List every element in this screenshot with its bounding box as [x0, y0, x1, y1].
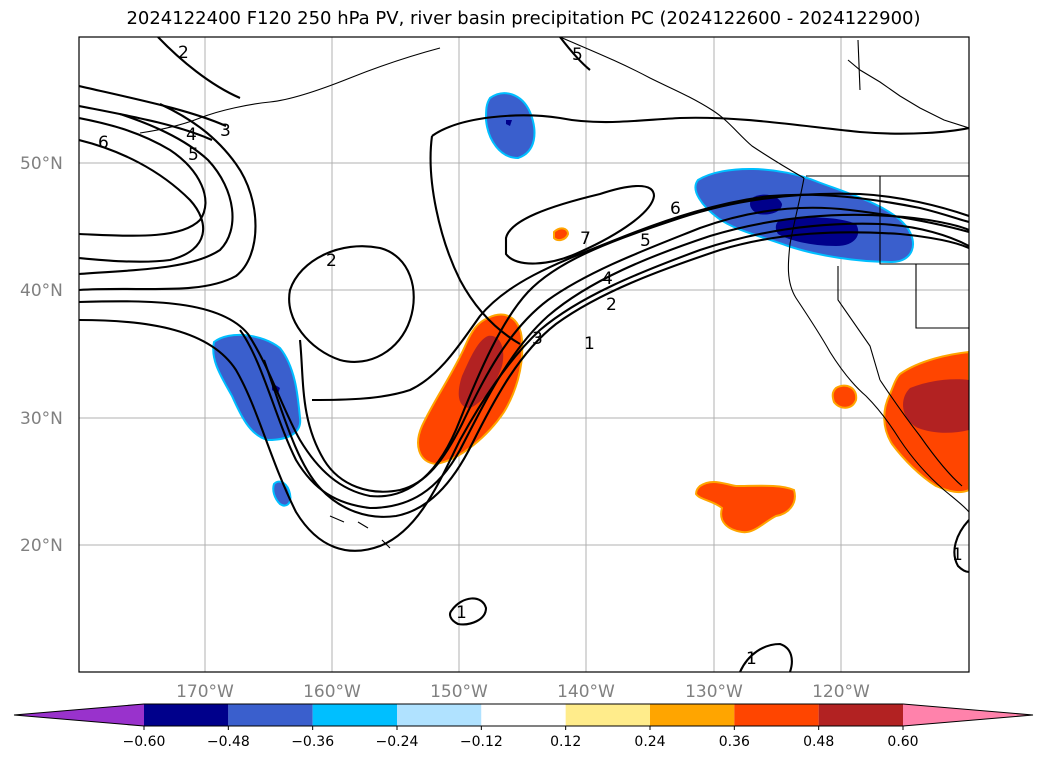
pv-label-7: 7 [580, 229, 591, 249]
pv-label-1-southeast: 1 [746, 649, 757, 669]
pv-contour-3-west-b [79, 103, 257, 292]
pv-label-2-low: 2 [326, 251, 337, 271]
lon-label-130w: 130°W [685, 682, 743, 702]
pv-contour-1-southeast [739, 642, 793, 672]
latitude-labels: 20°N 30°N 40°N 50°N [20, 154, 63, 556]
lon-label-120w: 120°W [812, 682, 870, 702]
pv-contour-5-north [431, 114, 969, 137]
pv-contour-4-north [429, 135, 521, 345]
anomaly-southwest-us-core [903, 379, 969, 433]
pv-contour-7-closed [504, 185, 656, 265]
pv-contour-2-closed-low [288, 245, 415, 363]
colorbar-tick-label: −0.36 [291, 734, 334, 750]
pv-label-5-west: 5 [188, 145, 199, 165]
colorbar-swatch [650, 704, 735, 726]
pv-label-6-west: 6 [98, 133, 109, 153]
anomaly-west-pacific-blue [212, 333, 302, 442]
pv-contour-6-west [79, 138, 205, 263]
colorbar-swatch [734, 704, 819, 726]
colorbar-tick-label: 0.36 [719, 734, 750, 750]
anomaly-gulf-alaska-blue [484, 92, 536, 160]
pv-label-3-main: 3 [532, 329, 543, 349]
pv-contour-1-main [79, 222, 969, 552]
pv-contour-5-northeast [559, 37, 591, 71]
pv-label-2-main: 2 [606, 295, 617, 315]
colorbar-tick-label: 0.12 [550, 734, 581, 750]
colorbar-tick-label: −0.24 [376, 734, 419, 750]
colorbar-extend-high [903, 704, 1033, 726]
baja-peninsula [879, 379, 963, 487]
colorbar-tick-label: 0.48 [803, 734, 834, 750]
negative-anomalies [212, 92, 914, 507]
pv-contour-2-ridge-north [157, 37, 241, 99]
pv-contours [79, 37, 969, 672]
lat-label-30n: 30°N [20, 409, 63, 429]
lat-label-50n: 50°N [20, 154, 63, 174]
aleutian-islands [139, 47, 441, 134]
lon-label-170w: 170°W [176, 682, 234, 702]
colorbar-swatch [818, 704, 903, 726]
state-border-c [837, 266, 881, 381]
pv-label-5-main: 5 [640, 231, 651, 251]
anomaly-subtropics-orange [694, 480, 796, 534]
yukon-coast [857, 39, 861, 91]
colorbar-tick-label: −0.48 [207, 734, 250, 750]
pv-contour-1-east-edge [953, 519, 969, 574]
pv-label-1-east: 1 [952, 545, 963, 565]
colorbar-extend-low [14, 704, 144, 726]
pv-contour-labels: 1 1 1 1 2 2 2 3 3 4 4 5 5 5 6 6 7 [98, 43, 963, 669]
pv-label-1-main: 1 [584, 334, 595, 354]
colorbar-swatch [397, 704, 482, 726]
lon-label-160w: 160°W [303, 682, 361, 702]
pv-contour-3-main [239, 213, 969, 510]
colorbar-swatch [228, 704, 313, 726]
pv-label-2-north: 2 [178, 43, 189, 63]
pv-contour-5-main [298, 206, 969, 493]
anomaly-baja-small-orange [831, 384, 858, 409]
colorbar-swatch [144, 704, 229, 726]
pv-contour-5-west [79, 116, 207, 237]
lon-label-150w: 150°W [430, 682, 488, 702]
graticule [79, 37, 969, 672]
colorbar-tick-label: −0.60 [123, 734, 166, 750]
map-title: 2024122400 F120 250 hPa PV, river basin … [126, 8, 921, 29]
lat-label-20n: 20°N [20, 536, 63, 556]
positive-anomalies [417, 227, 969, 534]
pv-label-4-west: 4 [186, 125, 197, 145]
lon-label-140w: 140°W [557, 682, 615, 702]
colorbar-tick-label: −0.12 [460, 734, 503, 750]
longitude-labels: 170°W 160°W 150°W 140°W 130°W 120°W [176, 682, 870, 702]
colorbar-tick-label: 0.60 [887, 734, 918, 750]
pv-label-4-main: 4 [602, 269, 613, 289]
pv-label-3-west: 3 [220, 121, 231, 141]
colorbar-tick-label: 0.24 [634, 734, 665, 750]
lat-label-40n: 40°N [20, 281, 63, 301]
north-coast-islands [847, 59, 969, 129]
alaska-coast [559, 37, 805, 179]
pv-contour-1-south [448, 597, 488, 626]
pv-label-6-main: 6 [670, 199, 681, 219]
north-america-coast [787, 177, 969, 513]
pv-label-5-north: 5 [572, 45, 583, 65]
map-content: 1 1 1 1 2 2 2 3 3 4 4 5 5 5 6 6 7 [79, 37, 969, 672]
anomaly-small-orange-43n [553, 227, 570, 242]
state-border-a [879, 176, 969, 265]
colorbar-swatch [312, 704, 397, 726]
pv-contour-4-west [79, 104, 213, 141]
coastlines [139, 37, 969, 549]
pv-contour-4-main [263, 231, 969, 518]
colorbar: −0.60 −0.48 −0.36 −0.24 −0.12 0.12 0.24 0.36 0.4… [13, 703, 1034, 750]
state-border-b [915, 264, 969, 329]
map-frame [78, 36, 970, 673]
pv-label-1-south: 1 [456, 603, 467, 623]
pv-contour-6-main [311, 193, 969, 402]
colorbar-swatch [565, 704, 650, 726]
pv-contour-4-west-b [79, 113, 234, 276]
anomaly-gulf-alaska-core [506, 120, 512, 126]
colorbar-swatch [481, 704, 566, 726]
